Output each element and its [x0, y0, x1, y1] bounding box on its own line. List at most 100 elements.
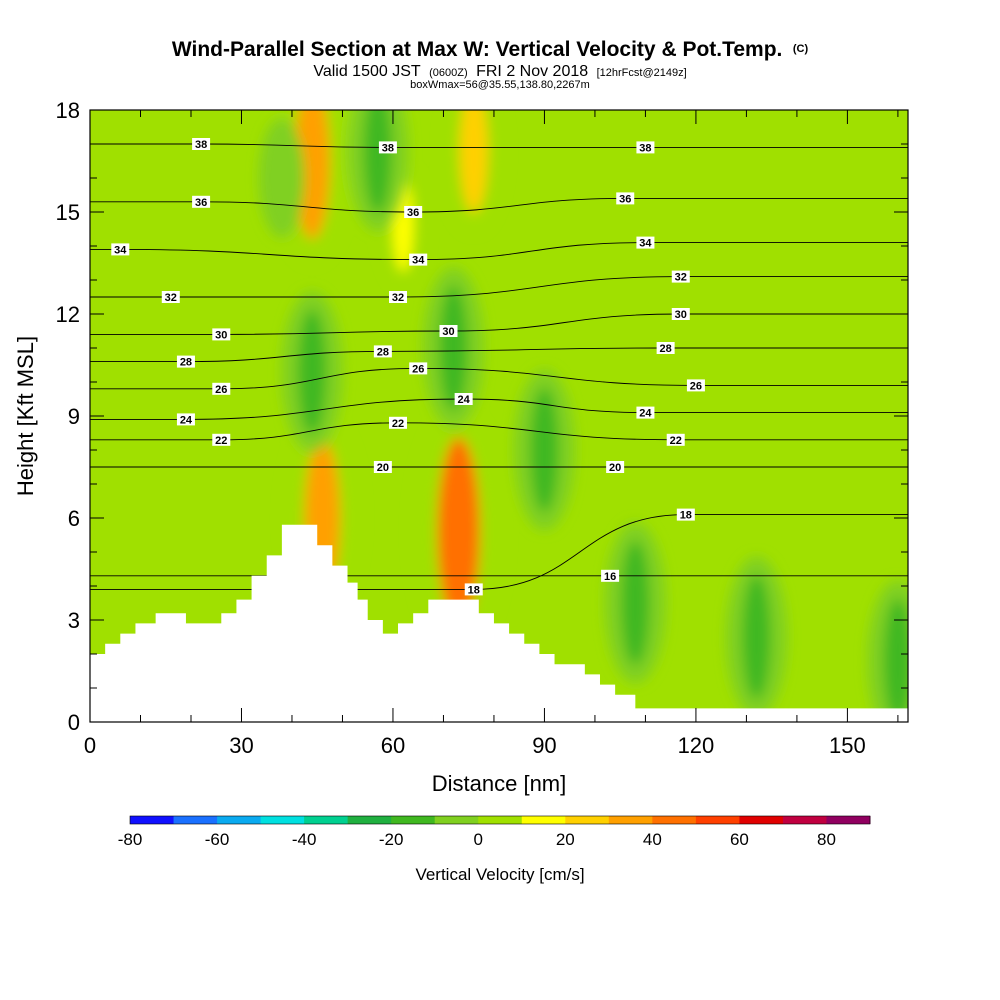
y-tick-label: 0 — [68, 710, 80, 735]
isentrope-label: 34 — [636, 236, 655, 250]
downdraft-core — [742, 575, 771, 699]
isentrope-label-bg — [666, 433, 685, 446]
colorbar-tick-label: -80 — [118, 830, 143, 849]
colorbar-tick-label: -40 — [292, 830, 317, 849]
isentrope-label-text: 24 — [639, 408, 652, 420]
colorbar-swatch — [260, 816, 305, 824]
chart-title-main: Wind-Parallel Section at Max W: Vertical… — [172, 38, 783, 61]
y-tick-label: 3 — [68, 608, 80, 633]
isentrope-label-text: 38 — [639, 142, 651, 154]
isentrope-label: 24 — [636, 406, 655, 420]
subtitle-forecast: [12hrFcst@2149z] — [597, 67, 687, 79]
x-tick-label: 120 — [678, 733, 715, 758]
isentrope-label-bg — [373, 461, 392, 473]
isentrope-label-text: 28 — [660, 343, 672, 355]
isentrope-label: 30 — [212, 328, 231, 341]
isentrope-label-text: 22 — [392, 418, 404, 430]
isentrope-label: 30 — [671, 308, 690, 321]
isentrope-line — [90, 197, 908, 213]
y-tick-label: 9 — [68, 404, 80, 429]
colorbar-tick-label: -60 — [205, 830, 230, 849]
isentrope-label-text: 22 — [215, 435, 227, 447]
isentrope-label-bg — [111, 243, 130, 256]
y-tick-label: 12 — [56, 302, 80, 327]
colorbar-title: Vertical Velocity [cm/s] — [415, 865, 584, 884]
copyright-mark: (C) — [793, 43, 809, 55]
subtitle-valid: Valid 1500 JST — [313, 63, 421, 80]
isentrope-label-text: 26 — [412, 363, 424, 375]
isentrope-label: 18 — [676, 508, 695, 522]
isentrope-label: 26 — [212, 382, 231, 396]
isentrope-label: 30 — [439, 325, 458, 338]
downdraft-core — [271, 132, 293, 224]
colorbar-swatch — [434, 816, 479, 824]
colorbar-tick-label: 0 — [474, 830, 483, 849]
isentrope-label-bg — [378, 141, 397, 154]
isentrope-label: 22 — [389, 416, 408, 430]
isentrope-label-text: 38 — [195, 139, 207, 151]
subtitle-utc: (0600Z) — [429, 67, 468, 79]
downdraft-core — [883, 598, 908, 722]
colorbar-swatch — [478, 816, 523, 824]
isentrope-label: 32 — [389, 291, 408, 304]
x-axis: 0 30 60 90 120 150 — [84, 110, 899, 758]
y-axis-label: Height [Kft MSL] — [13, 336, 38, 496]
isentrope-label-bg — [636, 406, 655, 419]
isentrope-label: 38 — [636, 141, 655, 154]
isentrope-label-text: 34 — [114, 244, 127, 256]
isentrope-label: 34 — [111, 243, 130, 256]
y-tick-label: 6 — [68, 506, 80, 531]
isentrope-label: 28 — [656, 342, 675, 355]
isentrope-label-bg — [212, 382, 231, 395]
terrain — [90, 524, 908, 722]
x-axis-label: Distance [nm] — [432, 771, 567, 796]
isentrope-label: 32 — [161, 291, 180, 304]
isentrope-label-bg — [439, 325, 458, 337]
colorbar-swatch — [173, 816, 218, 824]
chart-title-block: Wind-Parallel Section at Max W: Vertical… — [172, 38, 809, 91]
colorbar-swatch — [782, 816, 827, 824]
isentrope-label-text: 32 — [392, 292, 404, 304]
isentrope-label: 20 — [606, 461, 625, 474]
isentrope-label-bg — [636, 236, 655, 249]
colorbar-swatch — [391, 816, 436, 824]
isentrope-label: 18 — [464, 583, 483, 596]
isentrope-label-bg — [373, 345, 392, 358]
isentrope-label-text: 18 — [468, 584, 480, 596]
isentrope-label-bg — [409, 362, 428, 375]
colorbar-tick-label: 60 — [730, 830, 749, 849]
colorbar-swatch — [217, 816, 262, 824]
isentrope-label-text: 20 — [377, 462, 389, 474]
x-tick-label: 60 — [381, 733, 405, 758]
isentrope-line — [90, 313, 908, 335]
colorbar-swatch — [652, 816, 697, 824]
isentrope-label: 38 — [378, 141, 397, 154]
colorbar-swatch — [521, 816, 566, 824]
x-tick-label: 150 — [829, 733, 866, 758]
colorbar-tick-label: 80 — [817, 830, 836, 849]
isentrope-label: 36 — [404, 206, 423, 219]
isentrope-label: 36 — [616, 192, 635, 205]
colorbar: -80 -60 -40 -20 0 20 40 60 80 — [118, 815, 871, 849]
isentrope-label: 24 — [454, 393, 473, 406]
isentrope-label: 22 — [212, 433, 231, 447]
colorbar-swatch — [347, 816, 392, 824]
isentrope-label-text: 24 — [180, 414, 193, 426]
isentrope-line — [90, 143, 908, 148]
isentrope-label-bg — [404, 206, 423, 218]
isentrope-label-text: 30 — [442, 326, 454, 338]
downdraft-core — [439, 286, 468, 410]
isentrope-label-bg — [161, 291, 180, 303]
y-tick-label: 18 — [56, 98, 80, 123]
colorbar-swatch — [130, 816, 175, 824]
colorbar-tick-label: -20 — [379, 830, 404, 849]
isentrope-label: 26 — [409, 362, 428, 375]
plot-area — [90, 110, 908, 722]
isentrope-labels: 38 38 38 36 36 36 34 34 34 32 32 32 30 30 30 28 28 28 26 26… — [111, 138, 705, 596]
colorbar-tick-label: 40 — [643, 830, 662, 849]
isentrope-label-bg — [176, 355, 195, 368]
isentrope-label-text: 16 — [604, 571, 616, 583]
updraft-core — [437, 437, 480, 626]
isentrope-label-bg — [616, 192, 635, 205]
